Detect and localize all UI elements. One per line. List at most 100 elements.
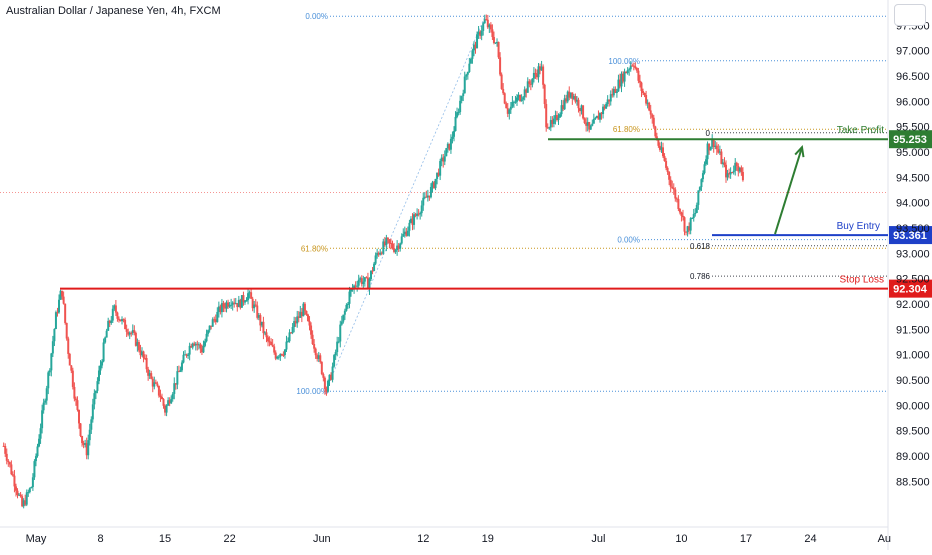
candle-body [170, 399, 173, 404]
candle-body [248, 292, 251, 294]
candle-body [729, 171, 732, 175]
fib-level-label: 100.00% [296, 387, 328, 396]
candle-body [336, 341, 339, 353]
candle-body [230, 304, 233, 306]
candle-body [566, 91, 569, 102]
candle-body [294, 321, 297, 324]
candle-body [600, 113, 603, 115]
candle-body [19, 494, 22, 497]
candle-body [437, 172, 440, 176]
candle-body [683, 217, 686, 232]
candle-body [373, 263, 376, 271]
candle-body [706, 143, 709, 160]
candle-body [185, 354, 188, 356]
candle-body [296, 316, 299, 324]
candle-body [256, 305, 259, 318]
candle-body [531, 78, 534, 85]
candle-body [119, 319, 122, 322]
candle-body [104, 337, 107, 343]
candle-body [159, 395, 162, 397]
stop-loss-price: 92.304 [893, 284, 928, 296]
candle-body [734, 162, 737, 171]
candle-body [231, 302, 234, 305]
candle-body [308, 320, 311, 326]
candle-body [496, 41, 499, 43]
candle-body [433, 182, 436, 189]
price-axis: 97.50097.00096.50096.00095.50095.00094.5… [896, 20, 930, 488]
buy-entry-price-tag [889, 226, 932, 245]
candle-body [505, 103, 508, 109]
candle-body [511, 101, 514, 107]
candle-body [646, 102, 649, 104]
candle-body [568, 91, 571, 98]
candle-body [519, 95, 522, 102]
candle-body [557, 117, 560, 121]
candle-body [217, 306, 220, 312]
candle-body [715, 145, 718, 150]
candle-body [84, 443, 87, 445]
candle-body [695, 204, 698, 213]
candle-body [91, 404, 94, 420]
settings-button[interactable] [894, 4, 926, 26]
candle-body [125, 329, 128, 332]
y-tick-label: 92.500 [896, 274, 930, 286]
candle-body [618, 79, 621, 87]
candle-body [665, 161, 668, 168]
candle-body [480, 30, 483, 36]
candle-body [485, 19, 488, 21]
candle-body [529, 83, 532, 85]
candle-body [532, 72, 535, 79]
candle-body [605, 104, 608, 109]
candle-body [200, 348, 203, 353]
candle-body [546, 127, 549, 129]
candle-body [686, 226, 689, 233]
candle-body [476, 34, 479, 49]
candle-body [58, 299, 61, 313]
candle-body [488, 24, 491, 28]
candle-body [711, 140, 714, 148]
candle-body [33, 461, 36, 478]
candle-body [583, 118, 586, 123]
y-tick-label: 90.500 [896, 375, 930, 387]
candle-body [144, 357, 147, 359]
candle-body [227, 302, 230, 307]
y-tick-label: 89.000 [896, 451, 930, 463]
candle-body [714, 145, 717, 147]
candle-body [543, 84, 546, 105]
candle-body [7, 460, 10, 463]
candle-body [389, 242, 392, 244]
candle-body [243, 301, 246, 303]
candle-body [688, 226, 691, 231]
candle-body [101, 361, 104, 366]
candle-body [331, 366, 334, 380]
candle-body [548, 127, 551, 129]
candle-body [648, 102, 651, 111]
candle-body [740, 167, 743, 172]
candle-body [21, 496, 24, 507]
candle-body [525, 89, 528, 93]
candle-body [726, 173, 729, 178]
candle-body [440, 157, 443, 162]
candle-body [24, 500, 27, 505]
candle-body [18, 494, 21, 496]
candle-body [234, 303, 237, 305]
candle-body [396, 245, 399, 250]
projection-arrow-shaft [774, 146, 803, 235]
candle-body [514, 101, 517, 103]
candle-body [486, 19, 489, 28]
candle-body [82, 443, 85, 445]
candle-body [420, 205, 423, 214]
candle-body [242, 295, 245, 303]
candle-body [279, 353, 282, 357]
candle-body [649, 110, 652, 115]
candles [2, 14, 744, 509]
y-tick-label: 92.000 [896, 299, 930, 311]
time-axis: May 8 15 22 Jun 12 19 Jul 10 17 24 Au [26, 533, 891, 545]
candle-body [273, 346, 276, 353]
candle-body [500, 74, 503, 89]
candle-body [300, 311, 303, 317]
candle-body [657, 139, 660, 146]
candle-body [147, 369, 150, 376]
